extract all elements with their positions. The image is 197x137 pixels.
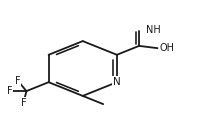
Text: OH: OH: [159, 43, 174, 53]
Text: N: N: [113, 77, 121, 87]
Text: F: F: [15, 76, 21, 86]
Text: F: F: [21, 98, 26, 108]
Text: F: F: [7, 86, 12, 96]
Text: NH: NH: [146, 25, 161, 35]
